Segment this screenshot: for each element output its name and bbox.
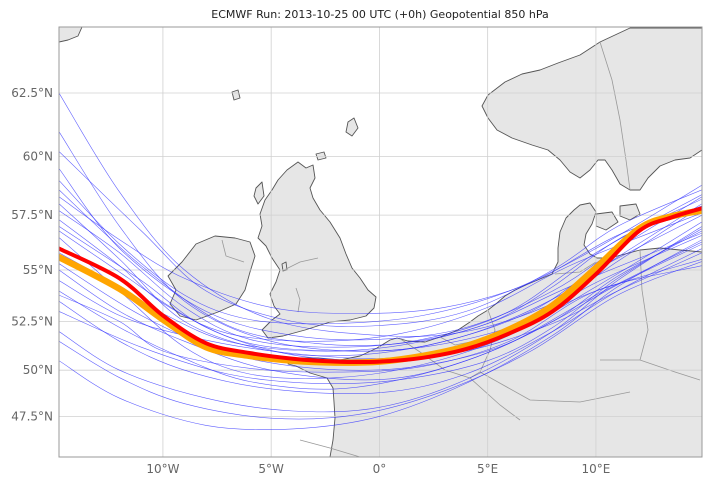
ensemble-track-7 <box>59 151 702 327</box>
border-layer <box>221 41 701 457</box>
border-czech <box>600 359 701 381</box>
border-spain-france <box>299 439 361 457</box>
lat-tick-label: 62.5°N <box>11 86 53 100</box>
lat-tick-label: 60°N <box>23 149 53 163</box>
ensemble-track-3 <box>59 248 702 395</box>
iceland-edge <box>59 27 83 43</box>
border-france-belgium <box>398 337 471 379</box>
ensemble-track-17 <box>59 241 702 390</box>
danish-island-2 <box>619 203 641 221</box>
lon-tick-label: 5°W <box>258 462 284 476</box>
deterministic-track <box>59 206 702 365</box>
lat-tick-label: 57.5°N <box>11 208 53 222</box>
lat-tick-label: 47.5°N <box>11 409 53 423</box>
hebrides <box>253 181 265 205</box>
ensemble-track-21 <box>59 265 702 373</box>
lon-tick-label: 10°W <box>146 462 179 476</box>
lat-tick-label: 52.5°N <box>11 315 53 329</box>
lat-tick-label: 50°N <box>23 363 53 377</box>
ensemble-track-14 <box>59 194 702 348</box>
shetland <box>345 117 359 137</box>
ensemble-track-13 <box>59 243 702 371</box>
border-belgium-netherlands <box>439 336 471 346</box>
map-frame <box>58 26 703 458</box>
border-scotland-england <box>283 257 319 271</box>
lon-tick-label: 5°E <box>477 462 498 476</box>
lon-tick-label: 0° <box>373 462 387 476</box>
ireland <box>167 235 256 321</box>
ensemble-track-18 <box>59 230 702 352</box>
ensemble-track-19 <box>59 261 702 420</box>
border-northern-ireland <box>221 239 245 263</box>
ensemble-track-22 <box>59 196 702 314</box>
lon-tick-label: 10°E <box>581 462 610 476</box>
tick-labels: 62.5°N 60°N 57.5°N 55°N 52.5°N 50°N 47.5°N 10°W… <box>11 86 610 476</box>
ensemble-track-20 <box>59 212 702 342</box>
ensemble-track-4 <box>59 168 702 341</box>
border-france-swiss <box>469 377 521 421</box>
border-wales <box>295 287 301 313</box>
page-title: ECMWF Run: 2013-10-25 00 UTC (+0h) Geopo… <box>211 8 549 21</box>
great-britain <box>257 161 377 339</box>
border-germany-south <box>479 371 631 403</box>
faroe-islands <box>231 89 241 101</box>
ensemble-track-11 <box>59 239 702 431</box>
scandinavia <box>481 27 702 191</box>
border-germany-denmark <box>554 261 597 275</box>
ensemble-track-8 <box>59 221 702 379</box>
lat-tick-label: 55°N <box>23 263 53 277</box>
ensemble-track-16 <box>59 180 702 325</box>
border-norway-sweden <box>599 41 631 191</box>
